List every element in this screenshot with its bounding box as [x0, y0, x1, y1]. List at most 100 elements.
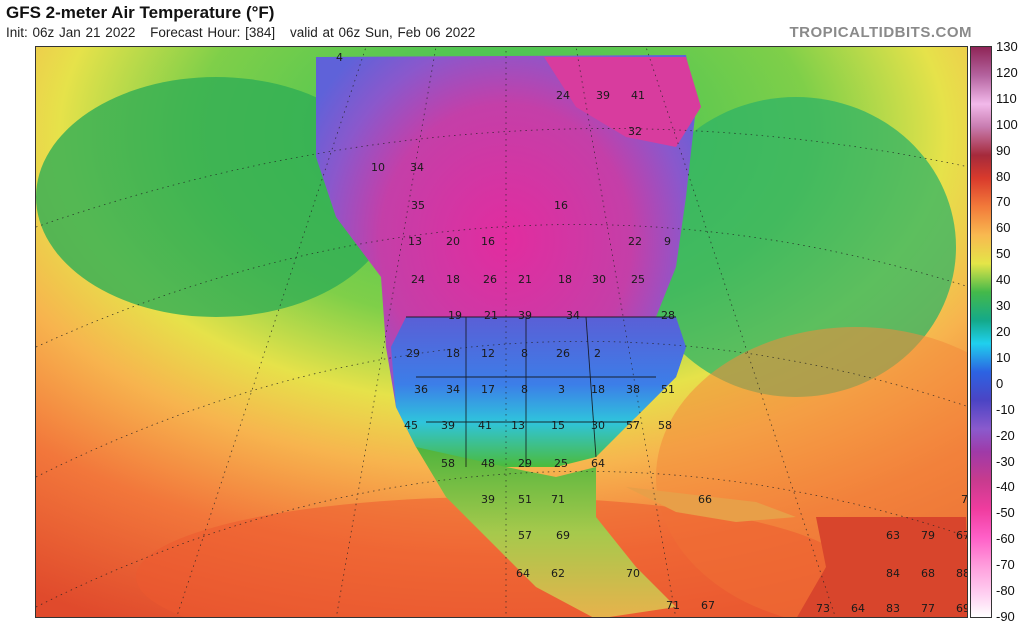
- colorbar-labels: 130 120 110 100 90 80 70 60 50 40 30 20 10 0 -10 -20 -30…: [994, 39, 1024, 630]
- temperature-label: 71: [551, 493, 565, 506]
- temperature-label: 20: [446, 235, 460, 248]
- colorbar-label: 40: [996, 272, 1011, 288]
- temperature-label: 69: [956, 602, 968, 615]
- temperature-label: 66: [698, 493, 712, 506]
- temperature-label: 12: [481, 347, 495, 360]
- colorbar-label: -20: [996, 427, 1015, 443]
- colorbar-label: 70: [996, 194, 1011, 210]
- temperature-label: 57: [518, 529, 532, 542]
- temperature-label: 21: [484, 309, 498, 322]
- temperature-label: 15: [551, 419, 565, 432]
- colorbar-label: -60: [996, 531, 1015, 547]
- temperature-label: 30: [591, 419, 605, 432]
- colorbar-label: 100: [996, 116, 1018, 132]
- colorbar: [970, 46, 992, 618]
- colorbar-label: 80: [996, 168, 1011, 184]
- atlantic-green: [636, 97, 956, 397]
- colorbar-label: -70: [996, 557, 1015, 573]
- temperature-label: 83: [886, 602, 900, 615]
- temperature-label: 29: [518, 457, 532, 470]
- temperature-label: 63: [886, 529, 900, 542]
- cuba: [626, 487, 796, 522]
- colorbar-label: -80: [996, 583, 1015, 599]
- temperature-label: 13: [408, 235, 422, 248]
- temperature-label: 73: [961, 493, 968, 506]
- mexico: [416, 447, 676, 617]
- temperature-label: 34: [446, 383, 460, 396]
- temperature-label: 88: [956, 567, 968, 580]
- temperature-label: 58: [658, 419, 672, 432]
- temperature-label: 18: [558, 273, 572, 286]
- temperature-label: 28: [661, 309, 675, 322]
- temperature-label: 19: [448, 309, 462, 322]
- temperature-label: 34: [410, 161, 424, 174]
- colorbar-label: 0: [996, 375, 1004, 391]
- colorbar-label: -30: [996, 453, 1015, 469]
- colorbar-label: 30: [996, 298, 1011, 314]
- temperature-label: 17: [481, 383, 495, 396]
- temperature-label: 25: [631, 273, 645, 286]
- colorbar-label: 90: [996, 142, 1011, 158]
- temperature-label: 29: [406, 347, 420, 360]
- colorbar-label: 50: [996, 246, 1011, 262]
- temperature-label: 21: [518, 273, 532, 286]
- temperature-label: 18: [446, 347, 460, 360]
- temperature-label: 26: [556, 347, 570, 360]
- temperature-label: 71: [666, 599, 680, 612]
- temperature-label: 77: [921, 602, 935, 615]
- temperature-label: 64: [591, 457, 605, 470]
- colorbar-label: -50: [996, 505, 1015, 521]
- temperature-label: 3: [558, 383, 565, 396]
- temperature-label: 18: [446, 273, 460, 286]
- temperature-label: 48: [481, 457, 495, 470]
- temperature-label: 18: [591, 383, 605, 396]
- temperature-label: 22: [628, 235, 642, 248]
- temperature-map: 4 24 39 41 32 10 34 35 13 20 16 16 22 9 24 18 26 21 18 30 25…: [35, 46, 968, 618]
- colorbar-gradient: [971, 47, 991, 617]
- temperature-label: 39: [441, 419, 455, 432]
- header: GFS 2-meter Air Temperature (°F) Init: 0…: [0, 0, 1024, 46]
- colorbar-label: 110: [996, 90, 1017, 106]
- temperature-label: 16: [554, 199, 568, 212]
- colorbar-label: -40: [996, 479, 1015, 495]
- temperature-label: 32: [628, 125, 642, 138]
- colorbar-label: 20: [996, 324, 1011, 339]
- colorbar-label: -90: [996, 609, 1015, 624]
- brand-watermark: TROPICALTIDBITS.COM: [789, 24, 972, 41]
- colorbar-label: -10: [996, 401, 1015, 417]
- map-subtitle: Init: 06z Jan 21 2022 Forecast Hour: [38…: [6, 25, 485, 40]
- temperature-label: 36: [414, 383, 428, 396]
- temperature-label: 79: [921, 529, 935, 542]
- temperature-label: 41: [478, 419, 492, 432]
- temperature-label: 51: [661, 383, 675, 396]
- temperature-label: 34: [566, 309, 580, 322]
- temperature-label: 64: [851, 602, 865, 615]
- temperature-label: 84: [886, 567, 900, 580]
- temperature-label: 8: [521, 383, 528, 396]
- temperature-label: 69: [556, 529, 570, 542]
- temperature-label: 25: [554, 457, 568, 470]
- temperature-label: 24: [556, 89, 570, 102]
- colorbar-label: 60: [996, 220, 1011, 236]
- init-time: Init: 06z Jan 21 2022: [6, 25, 136, 40]
- temperature-label: 13: [511, 419, 525, 432]
- temperature-label: 39: [518, 309, 532, 322]
- temperature-label: 38: [626, 383, 640, 396]
- temperature-label: 58: [441, 457, 455, 470]
- political-borders: [406, 316, 676, 467]
- temperature-label: 68: [921, 567, 935, 580]
- colorbar-label: 120: [996, 64, 1018, 80]
- forecast-hour: Forecast Hour: [384]: [150, 25, 276, 40]
- greenland: [544, 57, 701, 147]
- temperature-label: 16: [481, 235, 495, 248]
- map-title: GFS 2-meter Air Temperature (°F): [6, 3, 275, 22]
- temperature-label: 8: [521, 347, 528, 360]
- temperature-label: 57: [626, 419, 640, 432]
- tropical-red: [136, 497, 856, 617]
- temperature-label: 9: [664, 235, 671, 248]
- colorbar-label: 130: [996, 39, 1018, 54]
- valid-time: valid at 06z Sun, Feb 06 2022: [289, 25, 476, 40]
- temperature-label: 45: [404, 419, 418, 432]
